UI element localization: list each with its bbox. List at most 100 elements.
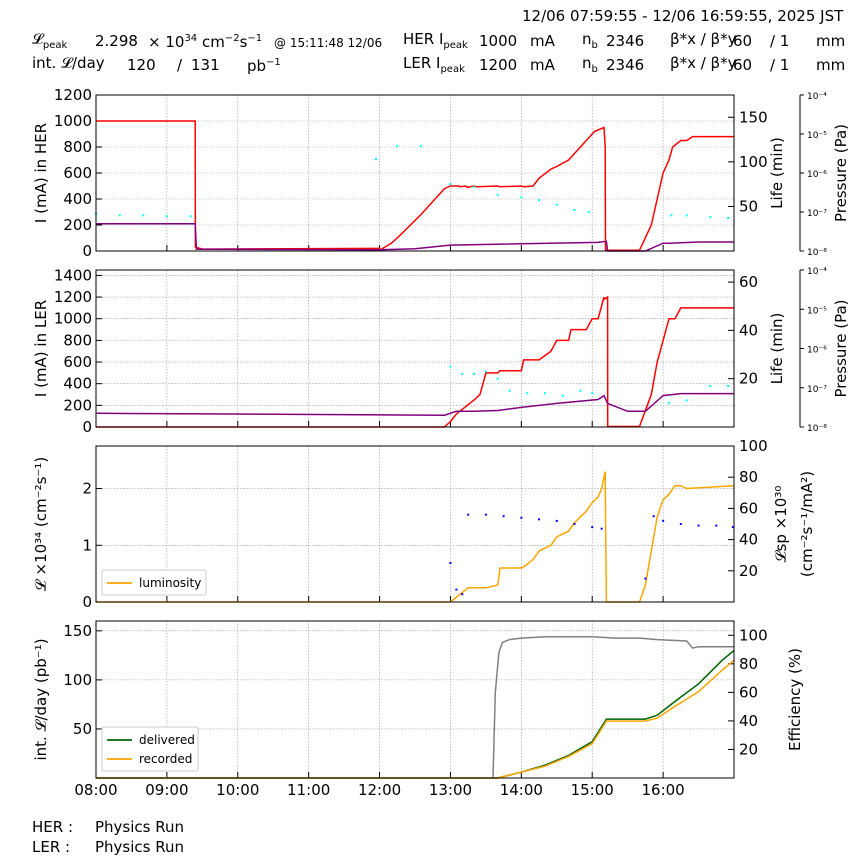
life-point [165, 215, 168, 218]
specific_lumi-point [652, 515, 655, 518]
y-tick-label: 0 [82, 242, 92, 260]
specific_lumi-point [644, 577, 647, 580]
ler-ipeak-label: LER Ipeak [403, 54, 465, 75]
life-point [670, 214, 673, 217]
y-tick-label: 200 [63, 396, 92, 414]
y3-tick-label: 10⁻⁶ [807, 170, 827, 180]
y3-tick-label: 10⁻⁵ [807, 131, 827, 141]
x-tick-label: 16:00 [641, 781, 684, 799]
y-tick-label: 0 [82, 593, 92, 611]
y3-tick-label: 10⁻⁵ [807, 306, 827, 316]
y2-axis-label: Efficiency (%) [786, 648, 804, 751]
life-point [591, 392, 594, 395]
y2-tick-label: 20 [739, 562, 758, 580]
y2-tick-label: 80 [739, 655, 758, 673]
legend-label-luminosity: luminosity [139, 576, 201, 590]
life-point [685, 214, 688, 217]
ler-nb-label: nb [582, 54, 598, 75]
specific_lumi-point [591, 526, 594, 529]
life-point [538, 199, 541, 202]
y2-tick-label: 60 [739, 499, 758, 517]
lpeak-value: 2.298 [95, 32, 138, 50]
y2-tick-label: 60 [739, 683, 758, 701]
y-tick-label: 400 [63, 190, 92, 208]
her-beta-label: β*x / β*y [670, 30, 737, 48]
life-point [396, 144, 399, 147]
y-tick-label: 50 [73, 720, 92, 738]
y-tick-label: 2 [82, 480, 92, 498]
plot-frame [95, 445, 735, 603]
specific_lumi-point [502, 515, 505, 518]
y-tick-label: 800 [63, 138, 92, 156]
life-point [555, 203, 558, 206]
luminosity-line [96, 471, 735, 603]
life-point [449, 183, 452, 186]
date-range: 12/06 07:59:55 - 12/06 16:59:55, 2025 JS… [522, 7, 844, 25]
ler-nb-value: 2346 [606, 56, 645, 74]
y2-axis-label: 𝓛sp ×10³⁰ [772, 486, 790, 563]
x-tick-label: 15:00 [571, 781, 614, 799]
legend-label-recorded: recorded [139, 752, 192, 766]
x-tick-label: 11:00 [287, 781, 330, 799]
y-tick-label: 1000 [54, 310, 92, 328]
life-point [727, 217, 730, 220]
legend-label-delivered: delivered [139, 733, 195, 747]
y-tick-label: 1400 [54, 266, 92, 284]
ler-beta-unit: mm [816, 56, 846, 74]
specific_lumi-point [461, 593, 464, 596]
ler-ipeak-unit: mA [530, 56, 555, 74]
life-point [727, 384, 730, 387]
y2-tick-label: 50 [739, 197, 758, 215]
life-point [709, 216, 712, 219]
ler-status: Physics Run [95, 838, 185, 856]
her-beta-y: / 1 [770, 32, 790, 50]
y3-axis-label: Pressure (Pa) [832, 124, 850, 222]
y3-tick-label: 10⁻⁴ [807, 267, 827, 277]
plot-frame [95, 269, 735, 428]
x-tick-label: 09:00 [145, 781, 188, 799]
life-point [668, 401, 671, 404]
current-line [96, 295, 734, 428]
y-tick-label: 0 [82, 418, 92, 436]
y2-tick-label: 40 [739, 712, 758, 730]
y2-tick-label: 80 [739, 468, 758, 486]
ler-beta-label: β*x / β*y [670, 54, 737, 72]
intl-label: int. 𝓛/day [32, 54, 105, 72]
y-tick-label: 200 [63, 216, 92, 234]
life-point [496, 193, 499, 196]
ler-beta-y: / 1 [770, 56, 790, 74]
her-ipeak-label: HER Ipeak [403, 30, 468, 51]
her-nb-value: 2346 [606, 32, 645, 50]
lpeak-label: 𝓛peak [32, 30, 68, 51]
life-point [419, 144, 422, 147]
life-point [473, 372, 476, 375]
y2-tick-label: 150 [739, 108, 768, 126]
recorded-line [96, 659, 735, 779]
y-tick-label: 600 [63, 353, 92, 371]
specific_lumi-point [731, 526, 734, 529]
life-point [375, 158, 378, 161]
life-point [561, 394, 564, 397]
her-nb-label: nb [582, 30, 598, 51]
y-axis-label: I (mA) in LER [32, 300, 50, 397]
specific_lumi-point [484, 513, 487, 516]
specific_lumi-point [555, 519, 558, 522]
y3-tick-label: 10⁻⁸ [807, 424, 827, 434]
her-beta-unit: mm [816, 32, 846, 50]
y-axis-label: 𝓛 ×10³⁴ (cm⁻²s⁻¹) [32, 457, 50, 591]
current-line [96, 120, 734, 252]
legend-box [101, 569, 207, 596]
y2-tick-label: 100 [739, 153, 768, 171]
y-axis-label: int. 𝓛/day (pb⁻¹) [32, 638, 50, 760]
life-point [573, 208, 576, 211]
y-tick-label: 1200 [54, 288, 92, 306]
specific_lumi-point [455, 588, 458, 591]
life-point [520, 196, 523, 199]
life-point [579, 389, 582, 392]
specific_lumi-point [697, 524, 700, 527]
intl-value-2: 131 [191, 56, 220, 74]
her-ipeak-value: 1000 [479, 32, 518, 50]
pressure-line [96, 222, 734, 252]
y-tick-label: 1 [82, 536, 92, 554]
y-tick-label: 800 [63, 331, 92, 349]
